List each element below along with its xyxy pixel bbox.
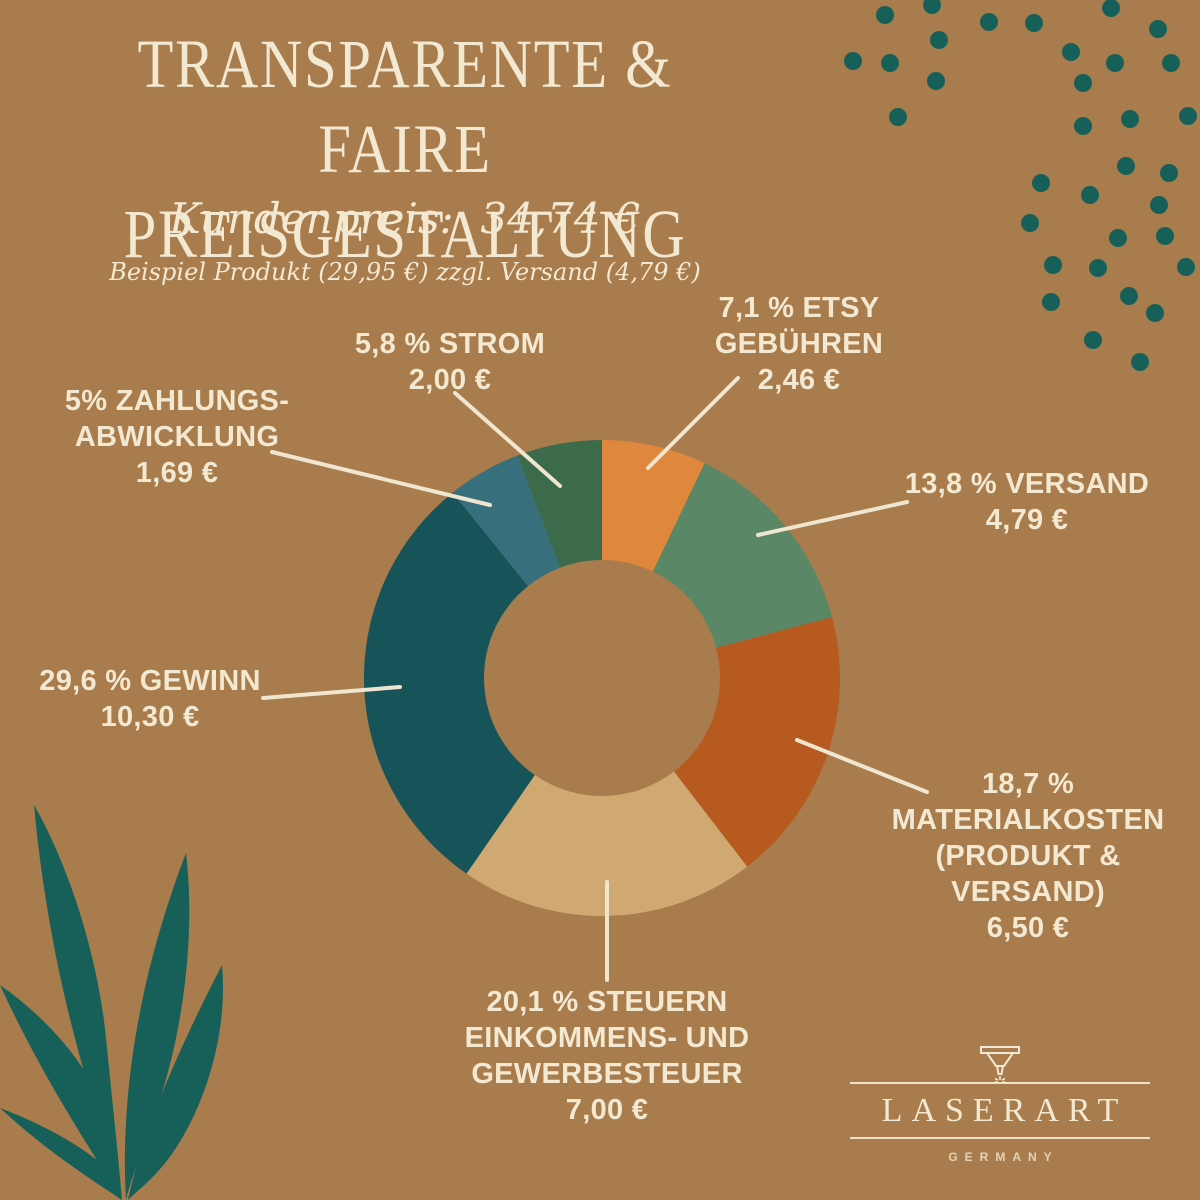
page-title: TRANSPARENTE & FAIRE PREISGESTALTUNG (123, 26, 687, 272)
callout-line-gewinn (261, 685, 402, 700)
logo-divider-top (850, 1082, 1150, 1084)
callout-line-zahlungsabwicklung (270, 450, 492, 507)
segment-label-etsy: 7,1 % ETSY GEBÜHREN 2,46 € (714, 292, 884, 396)
callout-line-strom (453, 391, 562, 488)
segment-label-steuern: 20,1 % STEUERN EINKOMMENS- UND GEWERBEST… (464, 986, 750, 1126)
laser-engraver-icon (980, 1046, 1020, 1084)
callout-line-versand (756, 500, 909, 537)
donut-segment-zahlungsabwicklung (452, 455, 560, 587)
donut-segment-strom (517, 440, 602, 568)
callout-line-materialkosten (795, 738, 929, 794)
donut-segment-gewinn (363, 492, 535, 874)
segment-label-materialkosten: 18,7 % MATERIALKOSTEN (PRODUKT & VERSAND… (891, 768, 1165, 944)
donut-segments-group (363, 440, 841, 917)
header: TRANSPARENTE & FAIRE PREISGESTALTUNG (0, 22, 810, 277)
segment-label-zahlungsabwicklung: 5% ZAHLUNGS- ABWICKLUNG 1,69 € (64, 385, 290, 489)
donut-segment-materialkosten (673, 617, 841, 867)
logo-divider-bottom (850, 1137, 1150, 1139)
dots-group (844, 0, 1197, 371)
segment-label-versand: 13,8 % VERSAND 4,79 € (904, 468, 1150, 536)
dots-pattern-decoration (844, 0, 1197, 371)
callout-line-etsy (646, 376, 740, 470)
donut-segment-steuern (466, 771, 748, 917)
price-example: Beispiel Produkt (29,95 €) zzgl. Versand… (109, 258, 701, 286)
donut-segment-etsy (602, 440, 705, 572)
segment-label-gewinn: 29,6 % GEWINN 10,30 € (39, 665, 261, 733)
segment-label-strom: 5,8 % STROM 2,00 € (354, 328, 546, 396)
plant-leaves-illustration (0, 805, 223, 1200)
logo-country: GERMANY (948, 1150, 1059, 1164)
donut-segment-versand (652, 463, 833, 648)
logo-name: LASERART (881, 1092, 1128, 1129)
customer-price: Kundenpreis: 34,74 € (169, 194, 641, 243)
